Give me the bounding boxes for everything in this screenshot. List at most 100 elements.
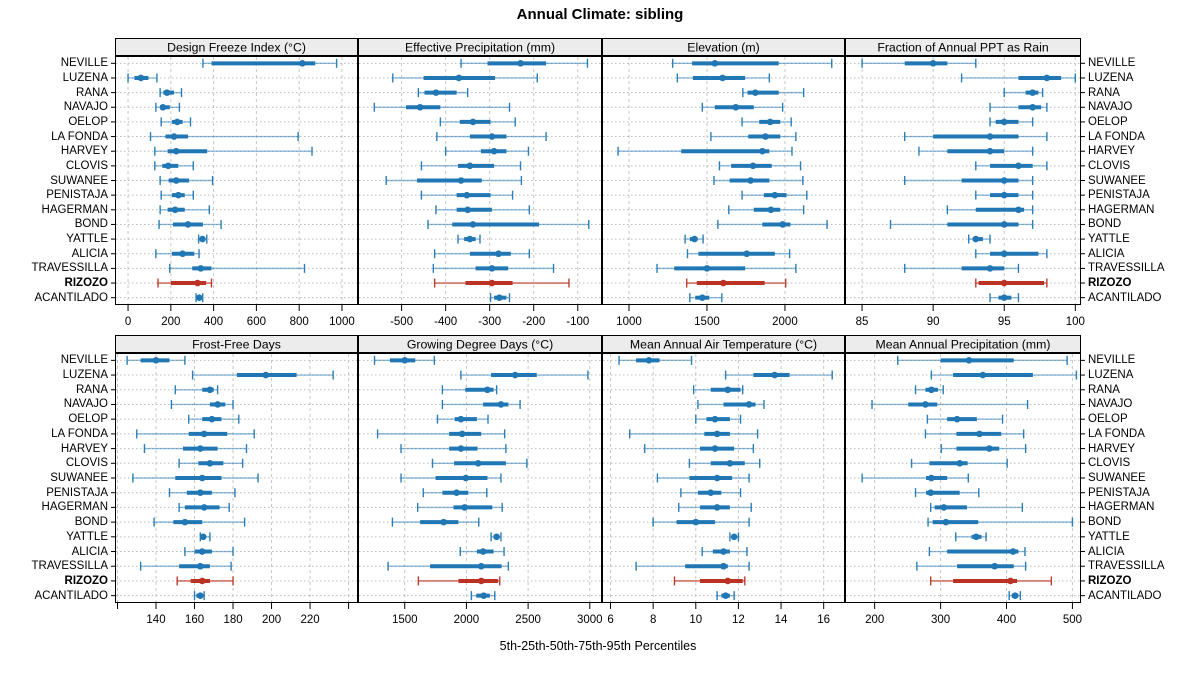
median-dot [976,430,983,438]
median-dot [163,89,171,96]
site-label-left-yattle: YATTLE [66,530,108,543]
median-dot [713,430,721,438]
panel-border [602,56,845,305]
site-label-left-navajo: NAVAJO [63,398,108,411]
median-dot [942,518,950,526]
median-dot [726,459,734,467]
panel-strip [602,38,845,56]
site-label-left-suwanee: SUWANEE [50,472,108,484]
median-dot [511,371,519,379]
median-dot [1000,279,1008,287]
median-dot [195,294,203,301]
panel-strip-title: Fraction of Annual PPT as Rain [877,41,1049,55]
site-label-left-hagerman: HAGERMAN [41,501,108,514]
site-label-right-rizozo: RIZOZO [1088,574,1132,587]
site-label-left-harvey: HARVEY [60,145,108,158]
median-dot [462,474,470,482]
chart-title: Annual Climate: sibling [516,6,684,23]
site-label-right-penistaja: PENISTAJA [1088,189,1150,202]
site-label-left-la-fonda: LA FONDA [51,427,108,440]
median-dot [928,386,935,394]
median-dot [711,415,719,423]
site-label-left-harvey: HARVEY [60,442,108,455]
panel-strip-title: Elevation (m) [687,41,759,55]
panel-border [358,353,602,603]
site-label-left-neville: NEVILLE [60,354,108,367]
median-dot [1000,191,1008,199]
median-dot [172,147,180,155]
site-label-right-hagerman: HAGERMAN [1088,501,1155,514]
median-dot [1043,74,1051,82]
median-dot [197,562,204,570]
site-label-right-luzena: LUZENA [1088,369,1134,382]
site-label-left-hagerman: HAGERMAN [41,203,108,216]
median-dot [732,103,740,111]
median-dot [711,60,719,67]
site-label-right-yattle: YATTLE [1088,233,1130,246]
site-label-left-travessilla: TRAVESSILLA [31,262,109,275]
median-dot [488,279,496,287]
axis-tick-label: 400 [997,614,1016,626]
median-dot [198,474,206,482]
median-dot [720,548,727,555]
axis-tick-label: 10 [689,614,702,626]
site-label-right-rana: RANA [1088,86,1120,99]
site-label-right-travessilla: TRAVESSILLA [1088,560,1165,573]
axis-tick-label: 800 [290,316,309,328]
site-label-right-la-fonda: LA FONDA [1088,427,1145,440]
site-label-right-acantilado: ACANTILADO [1088,589,1162,602]
site-label-right-penistaja: PENISTAJA [1088,486,1150,499]
axis-tick-label: -100 [566,316,589,328]
median-dot [170,133,178,140]
median-dot [991,562,998,570]
axis-tick-label: 8 [650,614,656,626]
site-label-right-harvey: HARVEY [1088,442,1136,455]
median-dot [172,177,180,184]
axis-tick-label: 300 [931,614,950,626]
median-dot [455,74,463,82]
median-dot [137,74,145,82]
site-label-left-yattle: YATTLE [66,233,108,246]
median-dot [707,489,715,497]
site-label-left-rana: RANA [76,383,108,396]
site-label-left-rizozo: RIZOZO [64,277,108,290]
median-dot [199,235,206,243]
site-label-left-clovis: CLOVIS [65,457,108,470]
site-label-right-clovis: CLOVIS [1088,457,1131,470]
axis-tick-label: 160 [185,614,204,626]
percentiles-axis-caption: 5th-25th-50th-75th-95th Percentiles [499,639,697,653]
median-dot [466,162,474,170]
median-dot [965,357,973,364]
site-label-left-bond: BOND [74,218,108,231]
median-dot [747,177,754,184]
panel-strip-title: Design Freeze Index (°C) [167,41,306,55]
site-label-right-bond: BOND [1088,516,1122,529]
panel-border [115,56,358,305]
site-label-right-harvey: HARVEY [1088,145,1136,158]
median-dot [766,118,774,126]
axis-tick-label: 1500 [694,316,720,328]
site-label-left-acantilado: ACANTILADO [34,291,109,304]
panel-elevation-m: Elevation (m) 1000 1500 2000 [602,38,845,328]
median-dot [469,118,477,126]
median-dot [928,474,935,482]
median-dot [152,357,160,364]
median-dot [743,250,751,258]
site-label-left-bond: BOND [74,516,108,529]
median-dot [197,445,204,452]
axis-tick-label: 90 [927,316,940,328]
median-dot [986,147,994,155]
site-label-left-navajo: NAVAJO [63,101,108,114]
site-label-left-oelop: OELOP [68,413,108,426]
panel-design-freeze-index-c: Design Freeze Index (°C) 0 200 400 600 800 100… [111,38,358,328]
panel-border [845,353,1081,603]
panel-border [115,353,358,603]
median-dot [480,592,488,599]
panel-strip-title: Mean Annual Precipitation (mm) [876,338,1051,352]
site-label-right-alicia: ALICIA [1088,545,1125,558]
median-dot [159,103,167,111]
median-dot [208,415,216,423]
median-dot [517,60,524,67]
median-dot [713,504,721,511]
median-dot [496,294,503,301]
